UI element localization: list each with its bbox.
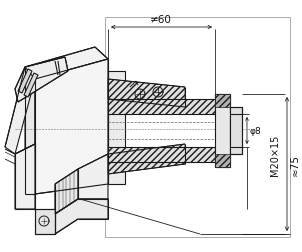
Text: ≠60: ≠60 — [150, 15, 172, 25]
Text: M20×15: M20×15 — [270, 134, 280, 175]
Polygon shape — [108, 100, 215, 115]
Polygon shape — [25, 48, 108, 80]
Polygon shape — [25, 68, 35, 194]
Polygon shape — [108, 80, 185, 108]
Polygon shape — [55, 169, 78, 214]
Polygon shape — [108, 72, 125, 184]
Bar — [105, 18, 290, 237]
Polygon shape — [15, 58, 68, 103]
Polygon shape — [215, 94, 230, 167]
Polygon shape — [78, 154, 108, 199]
Polygon shape — [18, 70, 32, 94]
Polygon shape — [15, 144, 35, 209]
Polygon shape — [230, 108, 242, 154]
Polygon shape — [5, 68, 35, 154]
Polygon shape — [215, 154, 230, 167]
Polygon shape — [215, 94, 230, 108]
Polygon shape — [24, 74, 38, 98]
Text: φ8: φ8 — [250, 127, 262, 136]
Text: ≈75: ≈75 — [290, 153, 300, 175]
Polygon shape — [35, 60, 108, 194]
Polygon shape — [55, 199, 108, 234]
Polygon shape — [35, 209, 55, 234]
Polygon shape — [108, 147, 215, 162]
Polygon shape — [108, 144, 185, 174]
